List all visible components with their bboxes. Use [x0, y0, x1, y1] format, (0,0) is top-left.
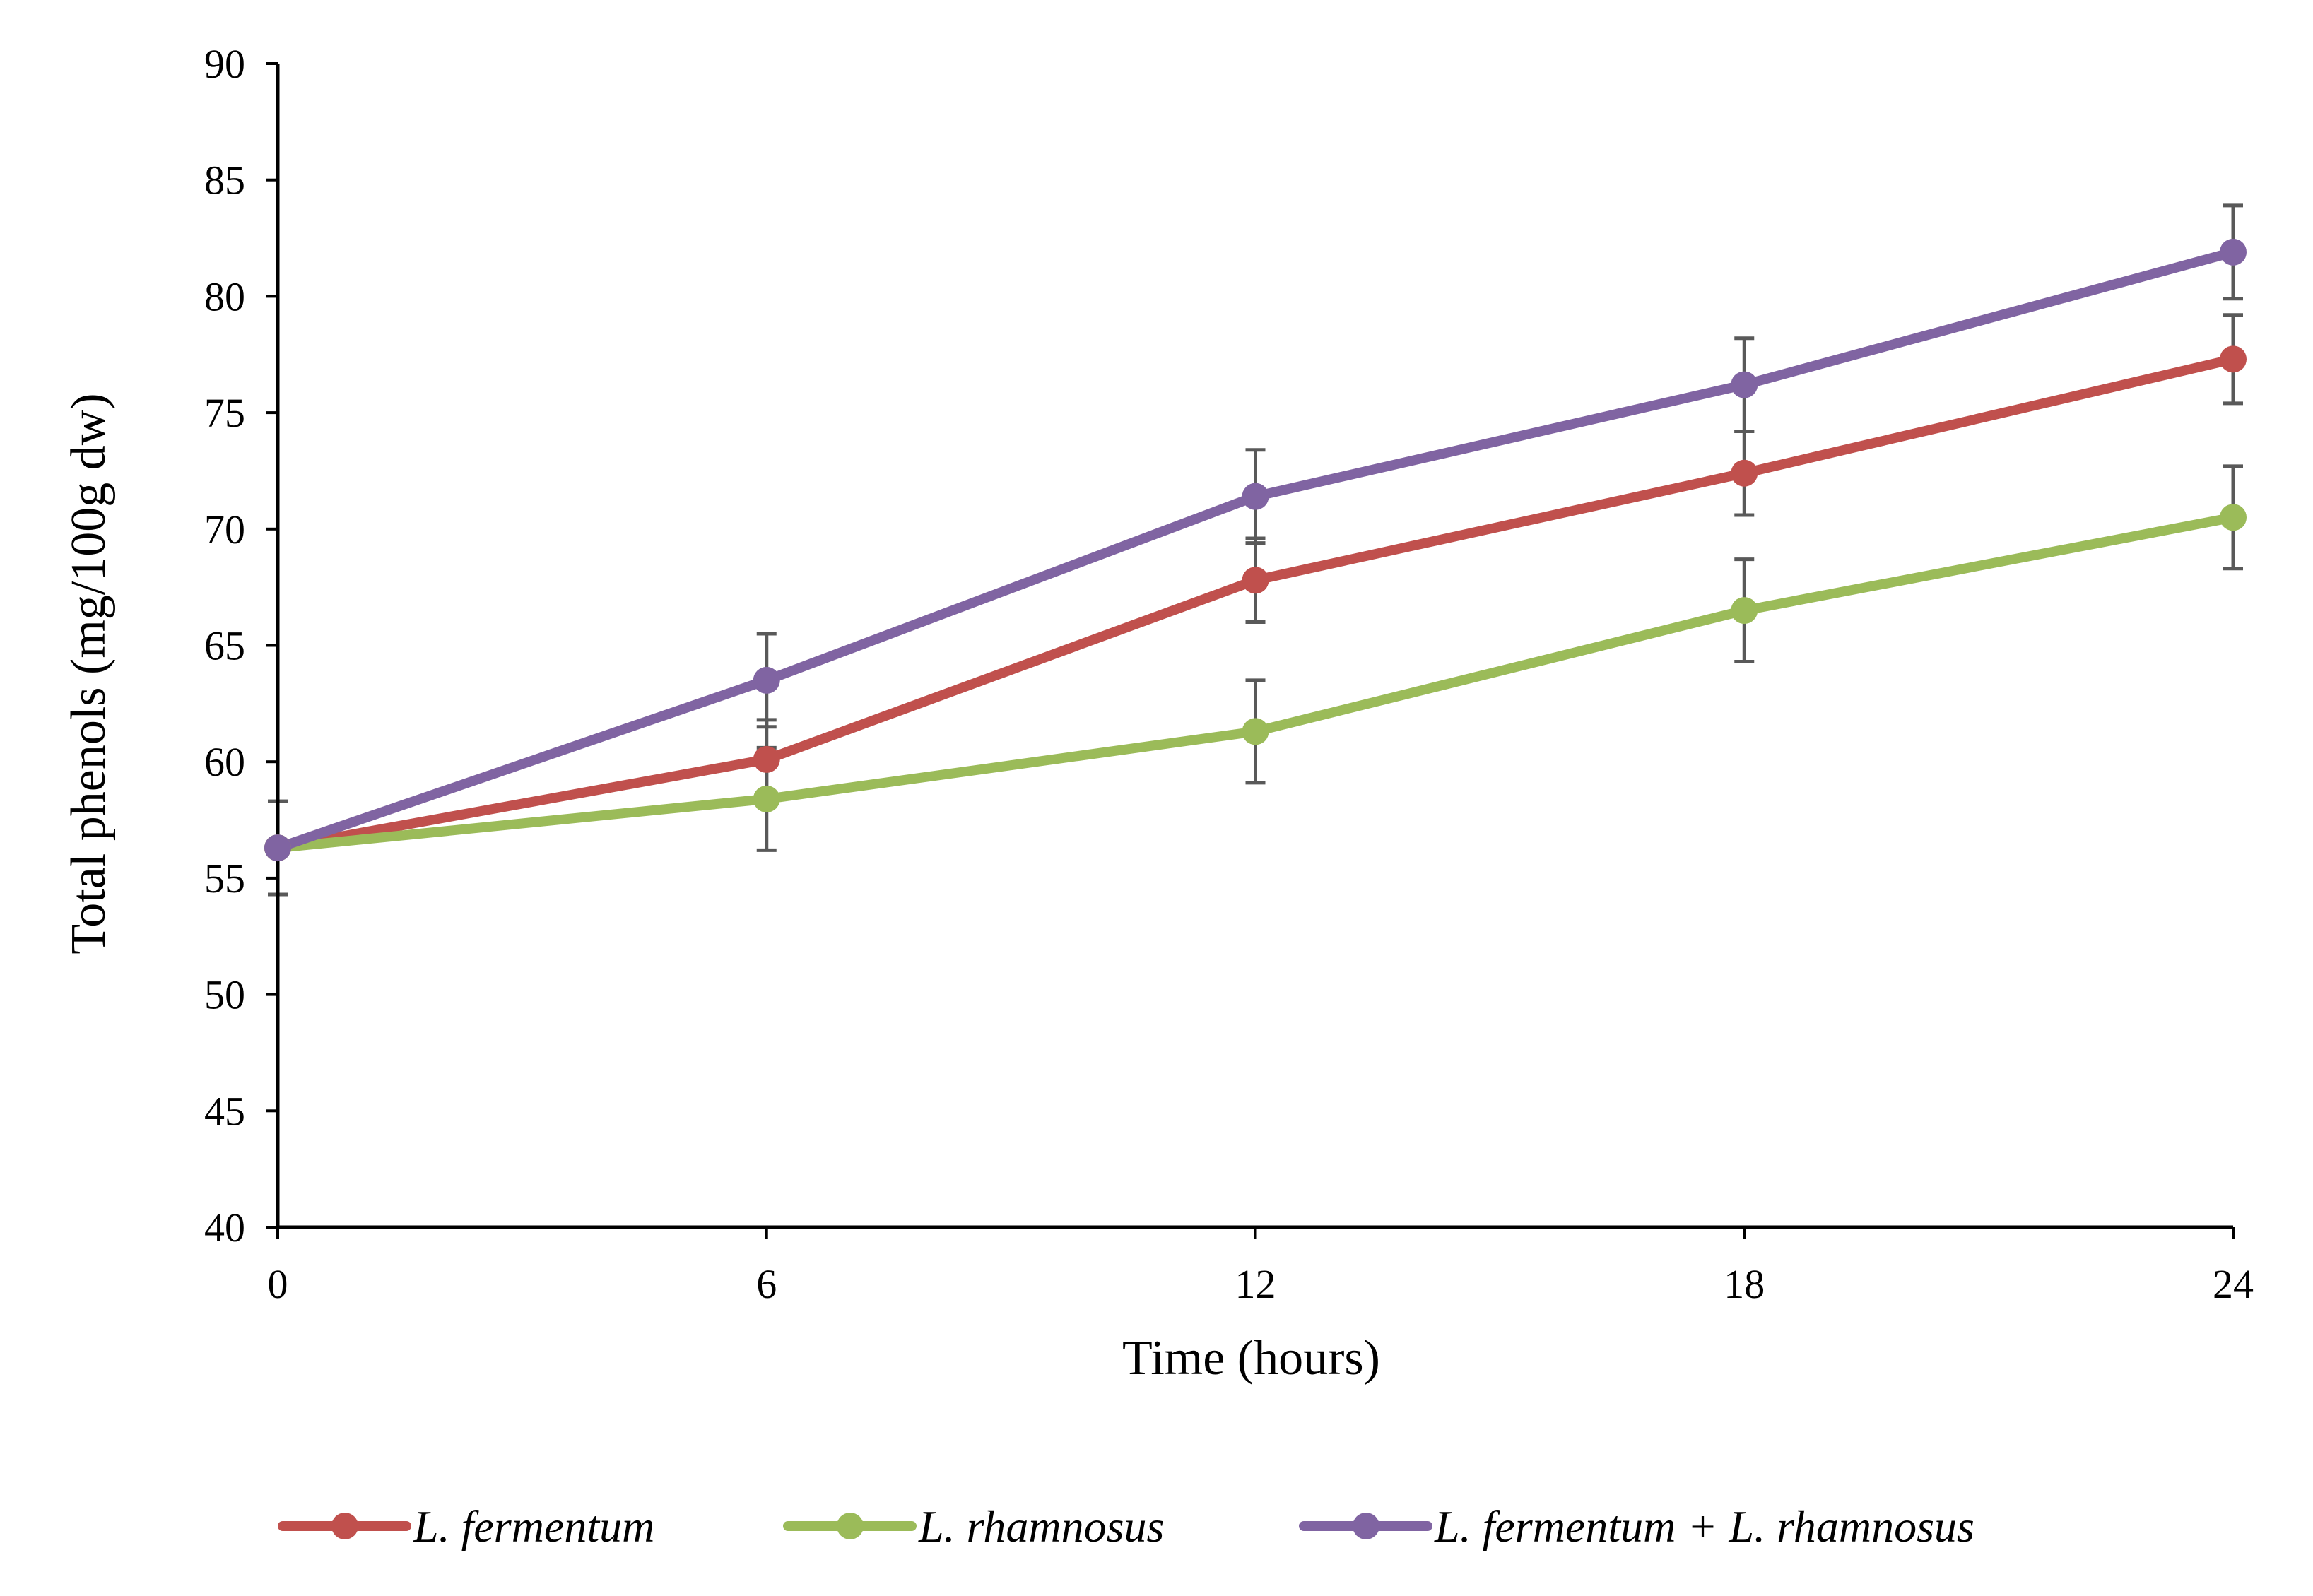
data-point-l-fermentum-l-rhamnosus: [2220, 238, 2247, 266]
legend-item-combined: L. fermentum + L. rhamnosus: [1299, 1501, 1974, 1551]
y-tick-label: 65: [204, 623, 245, 669]
axes: [266, 62, 2235, 1239]
x-axis-title: Time (hours): [1122, 1331, 1380, 1385]
legend-marker-l-rhamnosus: [837, 1513, 864, 1539]
legend-item-l-fermentum: L. fermentum: [278, 1501, 654, 1551]
data-point-l-fermentum: [1731, 459, 1758, 487]
y-tick-label: 60: [204, 739, 245, 785]
x-tick-label: 6: [756, 1261, 777, 1307]
legend-marker-l-fermentum: [331, 1513, 358, 1539]
series-markers: [264, 238, 2247, 862]
data-point-l-rhamnosus: [1242, 718, 1269, 745]
x-tick-label: 18: [1724, 1261, 1765, 1307]
y-tick-label: 55: [204, 856, 245, 902]
y-tick-label: 80: [204, 273, 245, 319]
x-tick-label: 24: [2213, 1261, 2254, 1307]
data-point-l-rhamnosus: [1731, 597, 1758, 625]
y-axis-title: Total phenols (mg/100g dw): [61, 393, 116, 954]
y-tick-label: 45: [204, 1088, 245, 1134]
data-point-l-rhamnosus: [2220, 504, 2247, 531]
legend-label-l-fermentum: L. fermentum: [413, 1501, 654, 1551]
y-tick-label: 75: [204, 390, 245, 436]
data-point-l-fermentum-l-rhamnosus: [1242, 483, 1269, 510]
data-point-l-fermentum-l-rhamnosus: [753, 666, 780, 694]
data-point-l-fermentum-l-rhamnosus: [1731, 371, 1758, 398]
data-point-l-fermentum-l-rhamnosus: [264, 834, 291, 862]
x-tick-label: 12: [1235, 1261, 1276, 1307]
x-tick-label: 0: [268, 1261, 288, 1307]
y-tick-label: 70: [204, 507, 245, 552]
y-tick-label: 85: [204, 158, 245, 203]
legend: L. fermentum L. rhamnosus L. fermentum +…: [278, 1501, 1974, 1551]
data-point-l-fermentum: [2220, 345, 2247, 373]
y-tick-label: 90: [204, 41, 245, 87]
legend-marker-combined: [1353, 1513, 1379, 1539]
data-point-l-fermentum: [753, 745, 780, 773]
legend-item-l-rhamnosus: L. rhamnosus: [783, 1501, 1164, 1551]
legend-label-l-rhamnosus: L. rhamnosus: [918, 1501, 1164, 1551]
y-tick-label: 40: [204, 1205, 245, 1251]
data-point-l-rhamnosus: [753, 785, 780, 812]
legend-label-combined: L. fermentum + L. rhamnosus: [1434, 1501, 1974, 1551]
tick-labels: 40 45 50 55 60 65 70 75 80 85 90 0 6 12 18 24: [204, 41, 2254, 1307]
y-tick-label: 50: [204, 972, 245, 1018]
data-point-l-fermentum: [1242, 567, 1269, 594]
